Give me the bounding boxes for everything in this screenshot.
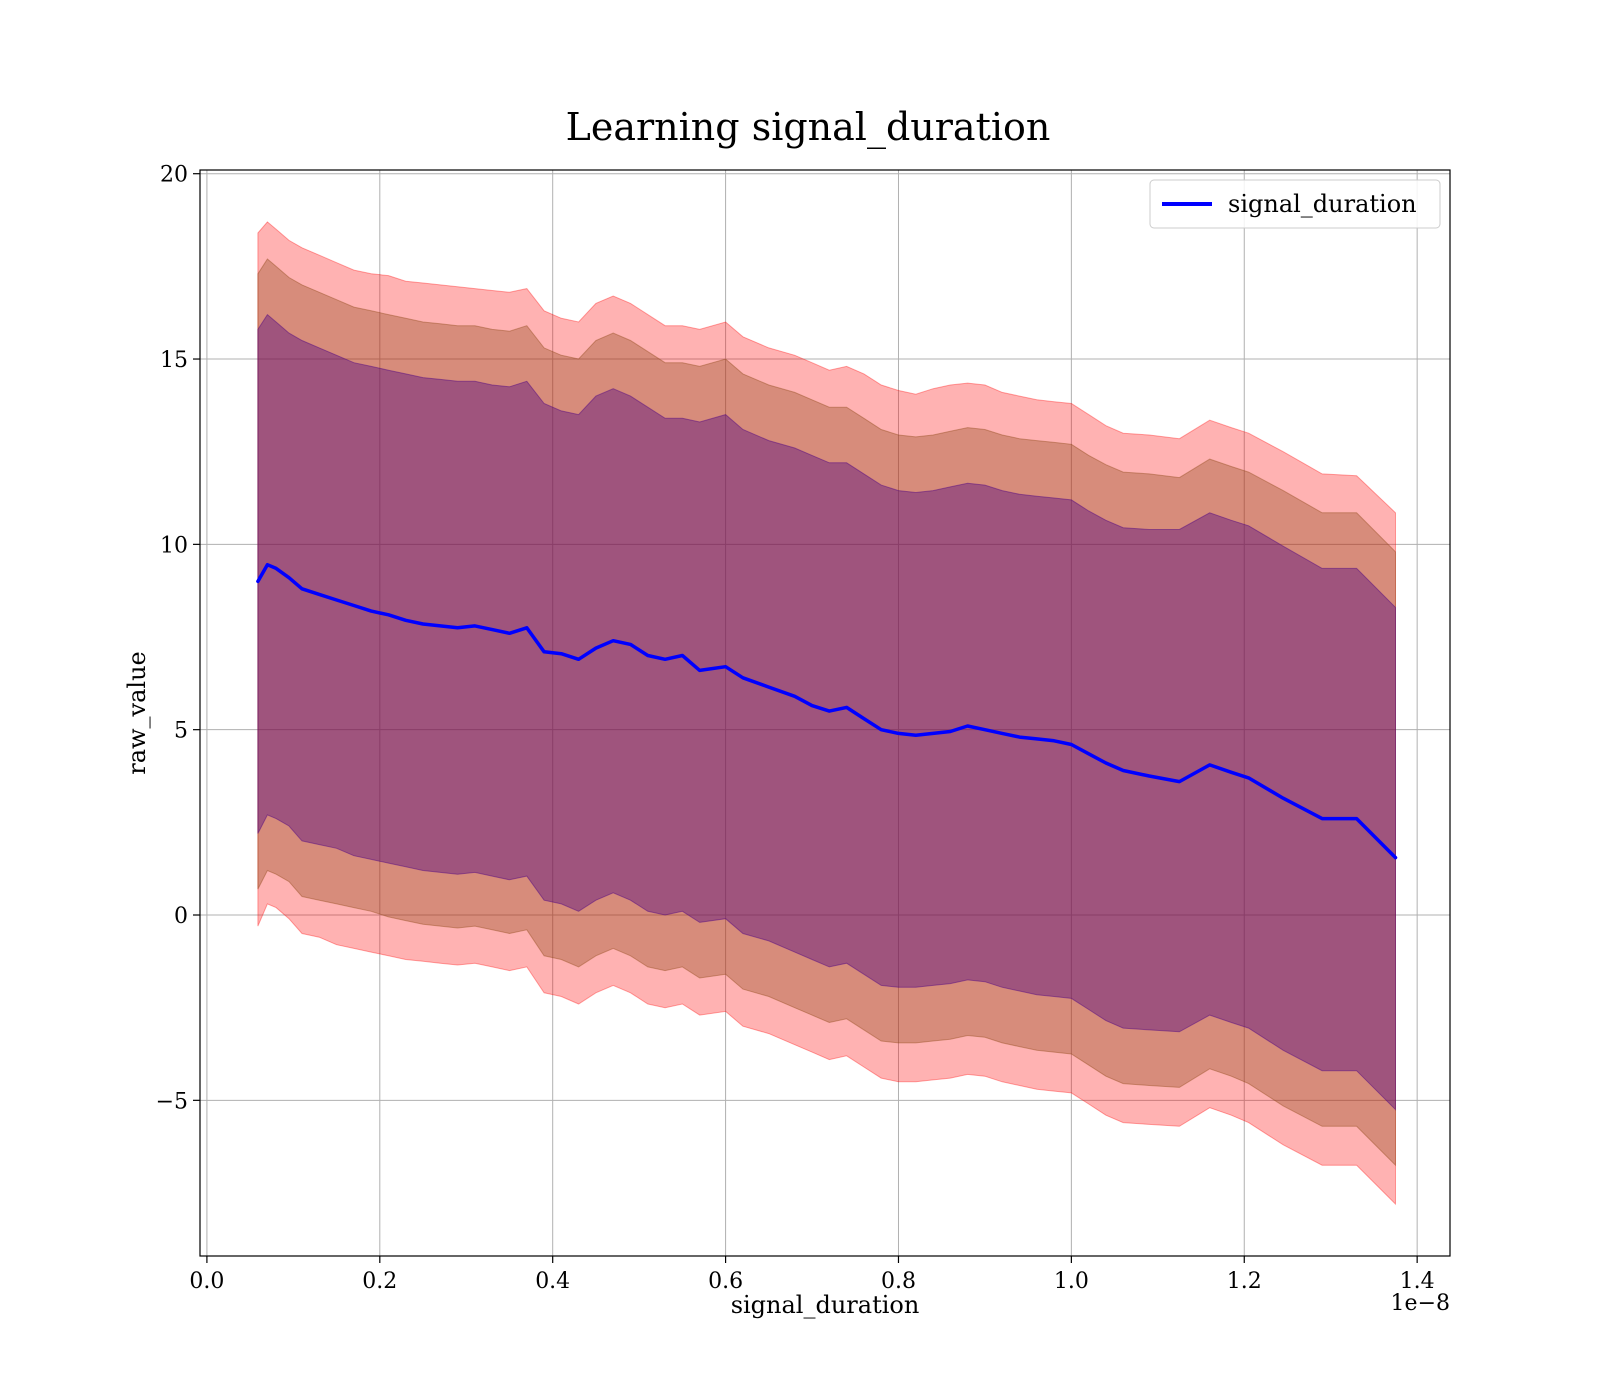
y-axis-label: raw_value — [123, 651, 151, 775]
y-tick-label: 20 — [160, 163, 188, 188]
x-tick-label: 1.2 — [1227, 1269, 1262, 1294]
x-axis-offset-label: 1e−8 — [1391, 1291, 1450, 1316]
x-tick-label: 1.4 — [1400, 1269, 1435, 1294]
plot-frame — [199, 169, 1451, 1257]
x-tick-label: 0.6 — [708, 1269, 743, 1294]
y-tick-label: 15 — [160, 348, 188, 373]
y-tick-label: 0 — [174, 904, 188, 929]
x-tick-label: 0.0 — [189, 1269, 224, 1294]
legend: signal_duration — [1149, 179, 1441, 229]
y-axis: −5 0 5 10 15 20 — [156, 163, 200, 1114]
legend-label: signal_duration — [1228, 190, 1417, 218]
grid — [200, 170, 1450, 1256]
y-tick-label: −5 — [156, 1089, 188, 1114]
x-tick-label: 0.2 — [362, 1269, 397, 1294]
series-lines — [256, 562, 1398, 860]
series-line-signal-duration — [256, 562, 1398, 860]
x-tick-label: 0.4 — [535, 1269, 570, 1294]
x-axis-label: signal_duration — [731, 1291, 920, 1319]
plot-background — [200, 170, 1450, 1256]
x-tick-label: 1.0 — [1054, 1269, 1089, 1294]
x-tick-label: 0.8 — [881, 1269, 916, 1294]
y-tick-label: 5 — [174, 719, 188, 744]
legend-frame — [1149, 179, 1441, 229]
band-outer — [257, 221, 1396, 1206]
plot-area — [199, 169, 1451, 1257]
x-axis: 0.0 0.2 0.4 0.6 0.8 1.0 1.2 1.4 — [189, 1256, 1435, 1294]
y-tick-label: 10 — [160, 533, 188, 558]
chart-title: Learning signal_duration — [566, 105, 1051, 150]
